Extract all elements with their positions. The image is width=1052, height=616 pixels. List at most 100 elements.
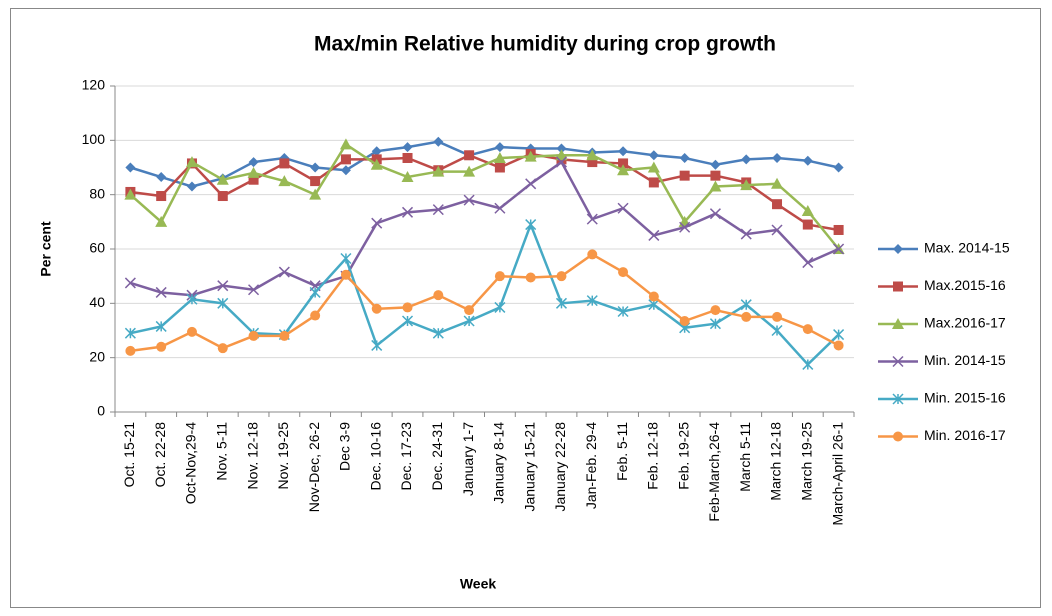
data-point	[679, 221, 691, 233]
data-point	[156, 191, 167, 202]
data-point	[402, 152, 413, 163]
x-tick-label: March 12-18	[768, 422, 784, 501]
x-tick-label: Dec. 17-23	[398, 422, 414, 491]
data-point	[310, 162, 321, 173]
data-point	[371, 303, 382, 314]
data-point	[402, 142, 413, 153]
data-point	[186, 293, 198, 305]
x-tick-label: Dec 3-9	[337, 422, 353, 471]
data-point	[494, 301, 506, 313]
data-point	[217, 343, 228, 354]
data-point	[679, 152, 690, 163]
x-tick-label: Jan-Feb. 29-4	[583, 422, 599, 509]
data-point	[370, 158, 383, 170]
data-point	[310, 176, 321, 187]
x-tick-label: January 1-7	[460, 422, 476, 496]
data-point	[186, 181, 197, 192]
data-point	[155, 286, 167, 298]
data-point	[710, 159, 721, 170]
y-tick-label: 80	[89, 185, 105, 201]
x-tick-label: March-April 26-1	[829, 422, 845, 526]
data-point	[772, 152, 783, 163]
series-line	[130, 152, 839, 232]
data-point	[432, 165, 445, 177]
data-point	[802, 155, 813, 166]
x-tick-label: Nov. 19-25	[275, 422, 291, 490]
data-point	[709, 180, 722, 192]
data-point	[833, 243, 845, 255]
y-tick-label: 100	[82, 131, 106, 147]
data-point	[432, 204, 444, 216]
data-point	[155, 320, 167, 332]
data-point	[555, 156, 568, 168]
data-point	[587, 157, 598, 168]
x-tick-label: March 19-25	[799, 422, 815, 501]
data-point	[648, 177, 659, 188]
data-point	[278, 175, 291, 187]
legend-label: Min. 2016-17	[924, 427, 1006, 443]
data-point	[340, 154, 351, 165]
legend-label: Max.2016-17	[924, 315, 1006, 331]
data-point	[464, 305, 475, 316]
x-tick-label: Nov. 12-18	[244, 422, 260, 490]
data-point	[463, 315, 475, 327]
data-point	[340, 252, 352, 265]
data-point	[156, 172, 167, 183]
x-tick-label: Oct-Nov,29-4	[183, 422, 199, 504]
data-point	[309, 286, 321, 298]
legend-marker	[893, 244, 903, 254]
data-point	[617, 164, 630, 176]
series-line	[130, 160, 840, 297]
data-point	[310, 310, 321, 321]
x-tick-label: Oct. 22-28	[152, 422, 168, 488]
data-point	[125, 345, 136, 356]
data-point	[433, 136, 444, 147]
data-point	[586, 213, 598, 225]
x-axis-title: Week	[460, 576, 497, 592]
data-point	[618, 158, 629, 169]
legend-marker	[892, 393, 904, 405]
data-point	[586, 295, 598, 307]
data-point	[186, 326, 197, 337]
data-point	[155, 215, 168, 227]
data-point	[279, 158, 290, 169]
data-point	[556, 143, 567, 154]
data-point	[339, 138, 352, 150]
data-point	[185, 156, 198, 168]
series-line	[129, 142, 840, 250]
data-point	[740, 299, 752, 311]
series-line	[130, 140, 839, 188]
data-point	[555, 149, 568, 161]
data-point	[217, 280, 229, 292]
chart-title: Max/min Relative humidity during crop gr…	[314, 33, 776, 56]
x-tick-label: March 5-11	[737, 422, 753, 492]
x-tick-label: Dec. 10-16	[367, 422, 383, 491]
data-point	[493, 151, 506, 163]
data-point	[464, 150, 475, 161]
data-point	[710, 305, 721, 316]
data-point	[217, 191, 228, 202]
data-point	[740, 179, 753, 191]
legend-label: Max.2015-16	[924, 277, 1006, 293]
data-point	[248, 157, 259, 168]
y-tick-label: 40	[89, 294, 105, 310]
data-point	[156, 341, 167, 352]
y-tick-label: 0	[97, 403, 105, 419]
data-point	[494, 202, 506, 214]
data-point	[802, 324, 813, 335]
data-point	[124, 188, 137, 200]
data-point	[525, 178, 537, 190]
data-point	[494, 271, 505, 282]
data-point	[679, 170, 690, 181]
data-point	[371, 217, 383, 229]
data-point	[494, 142, 505, 153]
legend-marker	[893, 431, 903, 442]
x-tick-label: Feb. 5-11	[614, 422, 630, 481]
x-tick-label: Feb-March,26-4	[706, 422, 722, 522]
data-point	[125, 162, 136, 173]
data-point	[402, 302, 413, 313]
data-point	[371, 146, 382, 157]
data-point	[618, 267, 629, 278]
x-tick-label: Nov. 5-11	[213, 422, 229, 481]
